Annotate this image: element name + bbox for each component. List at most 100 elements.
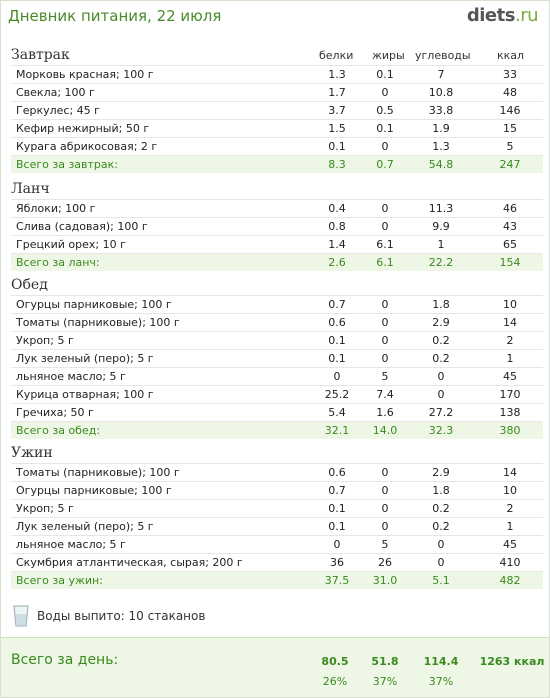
carbs-value: 54.8 — [428, 158, 454, 171]
kcal-value: 1 — [506, 520, 514, 533]
food-name: Яблоки; 100 г — [16, 202, 96, 215]
protein-value: 1.5 — [328, 122, 346, 135]
protein-value: 5.4 — [328, 406, 346, 419]
column-header-protein: белки — [319, 49, 354, 62]
fat-value: 6.1 — [376, 256, 394, 269]
kcal-value: 10 — [503, 298, 517, 311]
food-name: Всего за ланч: — [16, 256, 100, 269]
protein-value: 0.1 — [328, 334, 346, 347]
water-label: Воды выпито: 10 стаканов — [37, 609, 206, 623]
protein-value: 0.6 — [328, 466, 346, 479]
table-row: Томаты (парниковые); 100 г 0.6 0 2.9 14 — [11, 313, 543, 331]
kcal-value: 2 — [506, 334, 514, 347]
kcal-value: 45 — [503, 370, 517, 383]
protein-value: 0.4 — [328, 202, 346, 215]
kcal-value: 48 — [503, 86, 517, 99]
table-row: льняное масло; 5 г 0 5 0 45 — [11, 535, 543, 553]
table-row: льняное масло; 5 г 0 5 0 45 — [11, 367, 543, 385]
table-row: Лук зеленый (перо); 5 г 0.1 0 0.2 1 — [11, 517, 543, 535]
carbs-value: 27.2 — [428, 406, 454, 419]
kcal-value: 154 — [499, 256, 521, 269]
day-carbs: 114.4 — [423, 655, 459, 668]
fat-value: 26 — [378, 556, 392, 569]
carbs-value: 0.2 — [432, 502, 450, 515]
carbs-value: 0.2 — [432, 352, 450, 365]
fat-value: 0.1 — [376, 122, 394, 135]
protein-value: 8.3 — [328, 158, 346, 171]
table-row: Морковь красная; 100 г 1.3 0.1 7 33 — [11, 65, 543, 83]
kcal-value: 15 — [503, 122, 517, 135]
protein-value: 0.8 — [328, 220, 346, 233]
kcal-value: 46 — [503, 202, 517, 215]
protein-value: 0 — [333, 538, 341, 551]
column-header-kcal: ккал — [497, 49, 525, 62]
protein-value: 0.1 — [328, 140, 346, 153]
kcal-value: 138 — [499, 406, 521, 419]
kcal-value: 5 — [506, 140, 514, 153]
table-row: Огурцы парниковые; 100 г 0.7 0 1.8 10 — [11, 295, 543, 313]
section-header: Ланч — [1, 179, 549, 199]
carbs-value: 7 — [437, 68, 445, 81]
carbs-value: 0 — [437, 538, 445, 551]
day-total-label: Всего за день: — [11, 652, 119, 668]
carbs-value: 0.2 — [432, 520, 450, 533]
food-name: Слива (садовая); 100 г — [16, 220, 148, 233]
food-name: Лук зеленый (перо); 5 г — [16, 352, 154, 365]
protein-value: 1.4 — [328, 238, 346, 251]
fat-value: 0 — [381, 484, 389, 497]
food-name: Геркулес; 45 г — [16, 104, 100, 117]
protein-value: 1.3 — [328, 68, 346, 81]
food-name: Курица отварная; 100 г — [16, 388, 154, 401]
table-row: Кефир нежирный; 50 г 1.5 0.1 1.9 15 — [11, 119, 543, 137]
fat-value: 0 — [381, 140, 389, 153]
food-name: Томаты (парниковые); 100 г — [16, 466, 180, 479]
carbs-value: 32.3 — [428, 424, 454, 437]
day-protein-pct: 26% — [322, 675, 348, 688]
table-row: Свекла; 100 г 1.7 0 10.8 48 — [11, 83, 543, 101]
carbs-value: 5.1 — [432, 574, 450, 587]
table-row: Гречиха; 50 г 5.4 1.6 27.2 138 — [11, 403, 543, 421]
kcal-value: 482 — [499, 574, 521, 587]
food-name: Скумбрия атлантическая, сырая; 200 г — [16, 556, 243, 569]
section-title: Обед — [11, 277, 48, 293]
column-header-carbs: углеводы — [415, 49, 471, 62]
fat-value: 0 — [381, 334, 389, 347]
section-title: Завтрак — [11, 47, 70, 63]
food-name: Всего за завтрак: — [16, 158, 119, 171]
fat-value: 0 — [381, 202, 389, 215]
carbs-value: 0 — [437, 556, 445, 569]
section-total-row: Всего за завтрак: 8.3 0.7 54.8 247 — [11, 155, 543, 173]
water-row: Воды выпито: 10 стаканов — [11, 603, 543, 629]
fat-value: 0 — [381, 502, 389, 515]
kcal-value: 247 — [499, 158, 521, 171]
kcal-value: 170 — [499, 388, 521, 401]
fat-value: 0 — [381, 520, 389, 533]
logo-tld: .ru — [514, 5, 539, 26]
fat-value: 6.1 — [376, 238, 394, 251]
carbs-value: 1.8 — [432, 298, 450, 311]
table-row: Геркулес; 45 г 3.7 0.5 33.8 146 — [11, 101, 543, 119]
day-fat-pct: 37% — [372, 675, 398, 688]
kcal-value: 45 — [503, 538, 517, 551]
kcal-value: 2 — [506, 502, 514, 515]
carbs-value: 10.8 — [428, 86, 454, 99]
table-row: Огурцы парниковые; 100 г 0.7 0 1.8 10 — [11, 481, 543, 499]
fat-value: 1.6 — [376, 406, 394, 419]
table-row: Слива (садовая); 100 г 0.8 0 9.9 43 — [11, 217, 543, 235]
section-title: Ужин — [11, 445, 53, 461]
site-logo[interactable]: diets.ru — [467, 5, 539, 26]
table-row: Укроп; 5 г 0.1 0 0.2 2 — [11, 499, 543, 517]
food-name: льняное масло; 5 г — [16, 370, 126, 383]
page-header: Дневник питания, 22 июля diets.ru — [1, 1, 549, 39]
fat-value: 0.5 — [376, 104, 394, 117]
protein-value: 37.5 — [324, 574, 350, 587]
water-glass-icon — [13, 605, 29, 627]
food-name: Гречиха; 50 г — [16, 406, 94, 419]
table-row: Курага абрикосовая; 2 г 0.1 0 1.3 5 — [11, 137, 543, 155]
food-name: Всего за ужин: — [16, 574, 103, 587]
carbs-value: 2.9 — [432, 316, 450, 329]
day-total: Всего за день: 80.5 51.8 114.4 1263 ккал… — [1, 637, 549, 697]
page-title: Дневник питания, 22 июля — [8, 7, 222, 25]
food-name: Морковь красная; 100 г — [16, 68, 154, 81]
fat-value: 0 — [381, 466, 389, 479]
